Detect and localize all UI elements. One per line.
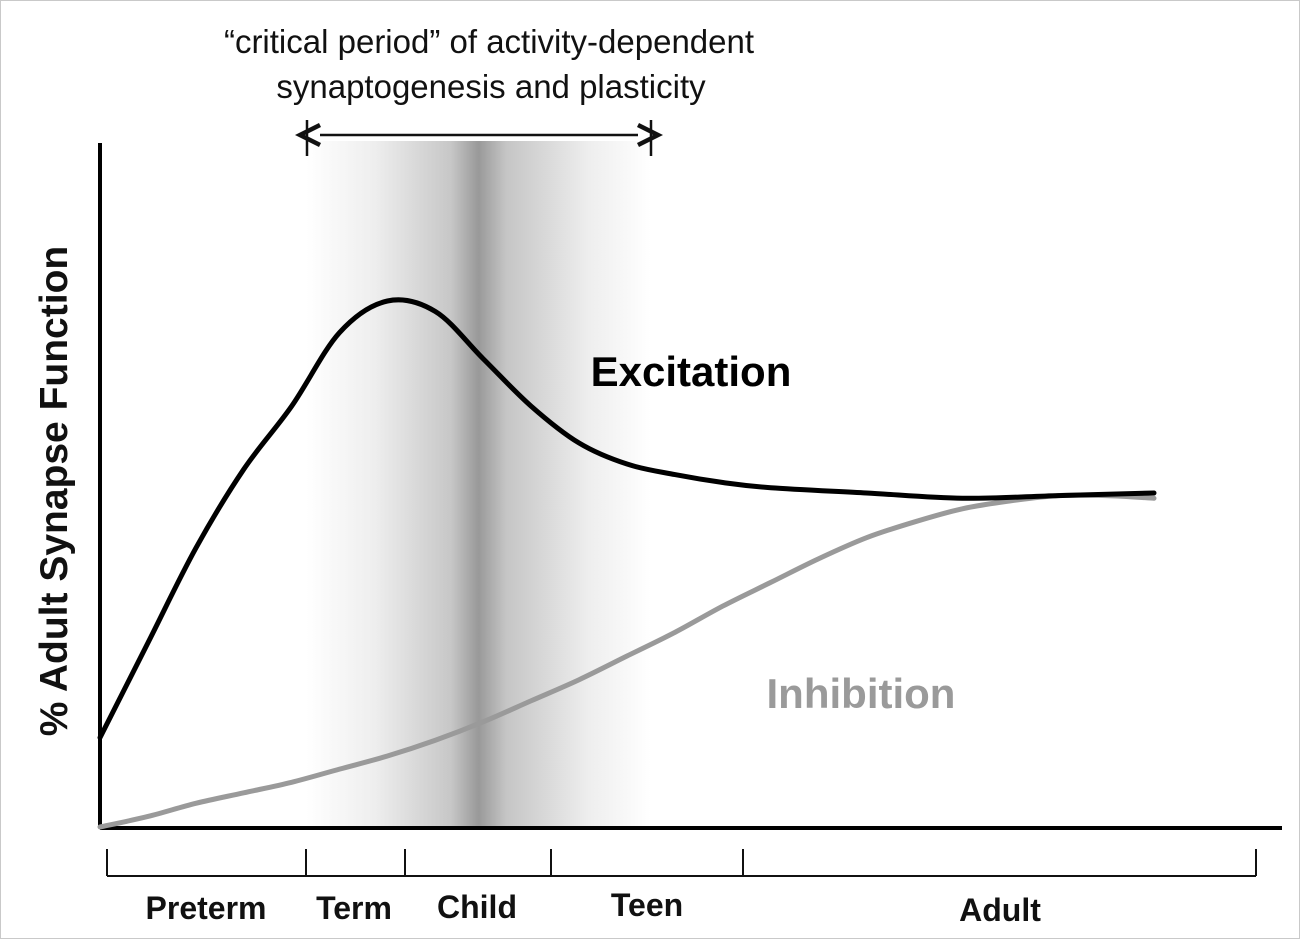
series-label-inhibition: Inhibition (767, 670, 956, 717)
y-axis-title: % Adult Synapse Function (33, 246, 76, 736)
period-label-preterm: Preterm (146, 890, 267, 926)
period-label-child: Child (437, 889, 517, 925)
critical-period-shading (306, 141, 651, 828)
critical-period-label-line-1: “critical period” of activity-dependent (224, 23, 754, 60)
series-label-excitation: Excitation (591, 348, 792, 395)
period-labels-group: Preterm Term Child Teen Adult (146, 887, 1042, 928)
series-line-inhibition (97, 492, 1157, 830)
period-label-term: Term (316, 890, 392, 926)
period-label-adult: Adult (959, 892, 1041, 928)
period-label-teen: Teen (611, 887, 683, 923)
series-line-excitation (97, 297, 1157, 741)
period-ticks-group (106, 849, 1257, 877)
critical-period-label-line-2: synaptogenesis and plasticity (276, 68, 706, 105)
